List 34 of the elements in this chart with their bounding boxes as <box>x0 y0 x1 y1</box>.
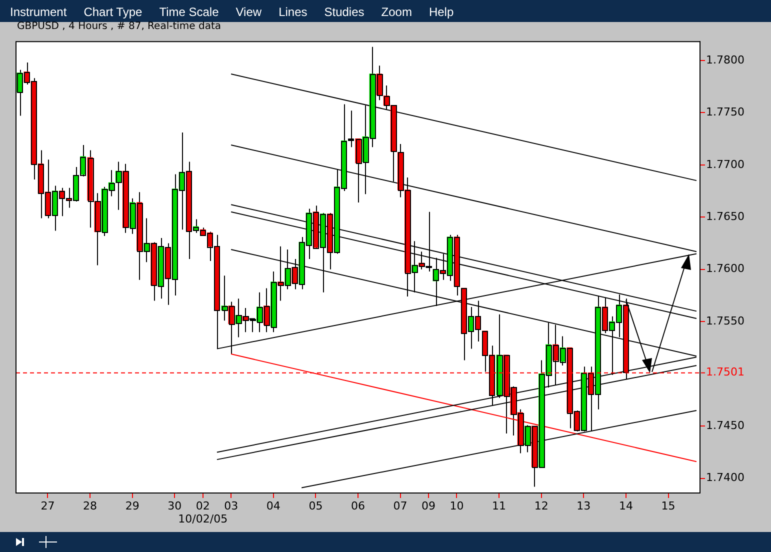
x-tick-label: 05 <box>308 499 323 512</box>
y-tick-label: 1.7750 <box>706 106 744 119</box>
y-tick-label: 1.7650 <box>706 210 744 224</box>
x-tick-label: 03 <box>224 499 238 512</box>
x-tick-label: 06 <box>351 499 365 512</box>
x-tick-label: 15 <box>661 499 676 512</box>
x-tick-label: 13 <box>576 499 591 512</box>
text: Zoom <box>381 5 412 19</box>
x-tick-label: 27 <box>40 499 55 512</box>
x-tick-label: 10 <box>450 499 464 512</box>
x-tick-label: 09 <box>422 499 436 512</box>
x-tick-label: 28 <box>83 499 98 512</box>
text: Chart Type <box>84 5 142 19</box>
y-tick-label: 1.7550 <box>706 314 744 328</box>
x-tick-label: 04 <box>266 499 280 512</box>
y-tick-label: 1.7450 <box>706 418 744 432</box>
y-tick-label: 1.7400 <box>706 471 744 484</box>
x-tick-label: 14 <box>618 499 633 512</box>
text: Studies <box>324 5 364 19</box>
x-tick-label: 12 <box>534 499 548 512</box>
text: View <box>236 5 262 19</box>
text: Instrument <box>10 5 67 19</box>
y-tick-label: 1.7600 <box>706 262 744 276</box>
x-tick-label: 29 <box>125 499 140 512</box>
ref-line-label: 1.7501 <box>706 366 744 379</box>
y-tick-label: 1.7800 <box>706 53 744 66</box>
x-tick-label: 07 <box>393 499 408 512</box>
text: Help <box>428 5 454 19</box>
text: Time Scale <box>159 5 219 19</box>
text: Lines <box>278 5 308 19</box>
x-tick-label: 30 <box>168 499 182 512</box>
chart-title: GBPUSD , 4 Hours , # 87, Real-time data <box>17 21 222 32</box>
y-tick-label: 1.7700 <box>706 158 744 171</box>
x-tick-label: 11 <box>492 499 506 512</box>
